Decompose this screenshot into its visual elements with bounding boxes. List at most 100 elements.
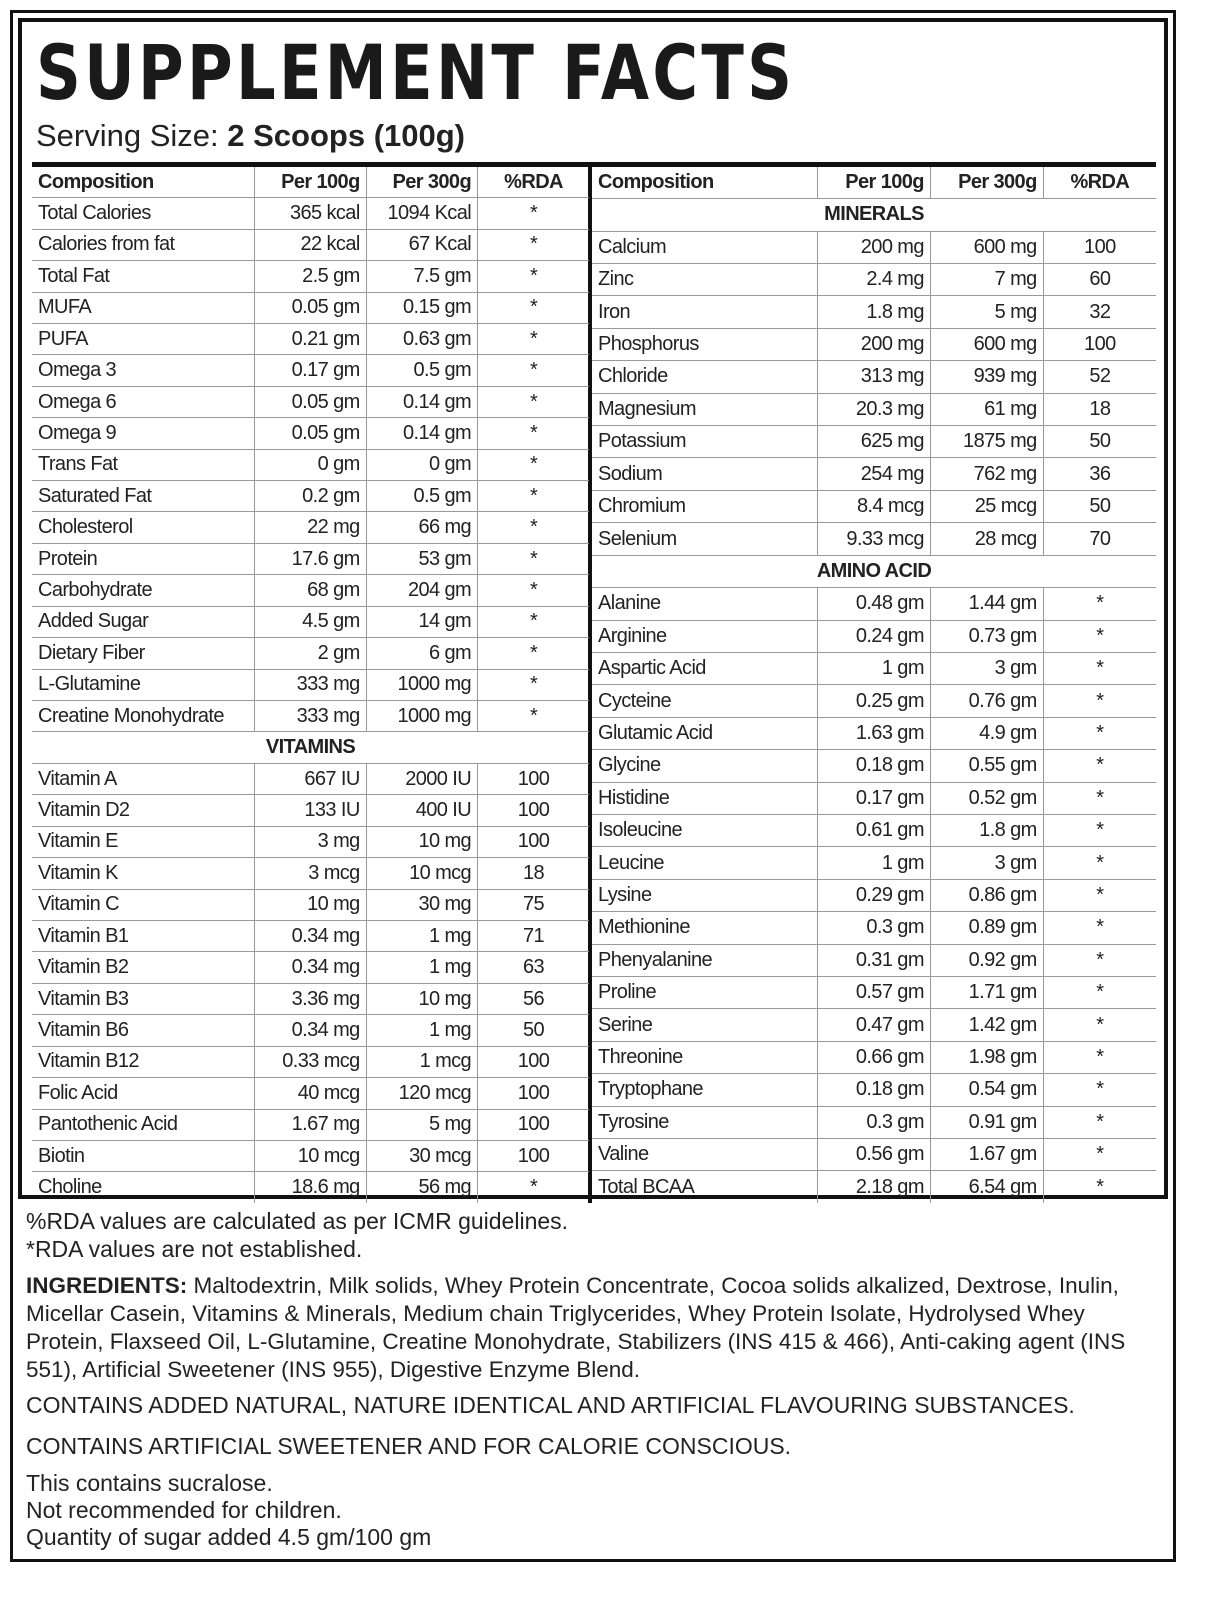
table-row: Lysine 0.29 gm 0.86 gm * [592, 879, 1156, 913]
per-300g: 0.54 gm [929, 1073, 1044, 1107]
rda: * [1042, 652, 1156, 686]
per-100g: 2.5 gm [254, 260, 367, 293]
sugar-note: Quantity of sugar added 4.5 gm/100 gm [26, 1524, 432, 1550]
table-row: Vitamin D2 133 IU 400 IU 100 [32, 794, 589, 827]
nutrient-name: Creatine Monohydrate [32, 700, 255, 733]
rda: * [1042, 1106, 1156, 1140]
per-100g: 0.21 gm [254, 323, 367, 356]
table-row: Trans Fat 0 gm 0 gm * [32, 449, 589, 482]
per-300g: 10 mcg [365, 857, 478, 890]
nutrient-name: Saturated Fat [32, 480, 255, 513]
per-300g: 25 mcg [929, 490, 1044, 524]
per-300g: 600 mg [929, 328, 1044, 362]
table-row: Phenyalanine 0.31 gm 0.92 gm * [592, 944, 1156, 977]
nutrient-name: Vitamin B3 [32, 983, 255, 1016]
rda: * [1042, 944, 1156, 977]
per-300g: 600 mg [929, 231, 1044, 265]
nutrient-name: Cholesterol [32, 511, 255, 544]
rda: * [1042, 1041, 1156, 1075]
rda: * [477, 700, 589, 733]
nutrient-name: Pantothenic Acid [32, 1109, 255, 1141]
rda: 50 [1042, 490, 1156, 524]
per-100g: 365 kcal [254, 197, 367, 230]
rda: * [1042, 587, 1156, 621]
table-row: Iron 1.8 mg 5 mg 32 [592, 295, 1156, 329]
rda: 70 [1042, 522, 1156, 556]
nutrient-name: Glycine [592, 749, 818, 783]
rda: * [477, 417, 589, 450]
nutrient-name: Added Sugar [32, 606, 255, 639]
nutrient-name: Vitamin B12 [32, 1046, 255, 1079]
nutrient-name: Tyrosine [592, 1106, 818, 1140]
per-300g: 0.73 gm [929, 620, 1044, 653]
table-row: Arginine 0.24 gm 0.73 gm * [592, 620, 1156, 653]
per-300g: 10 mg [365, 983, 478, 1016]
per-300g: 120 mcg [365, 1077, 478, 1110]
nutrient-name: Alanine [592, 587, 818, 621]
sweetener-note: CONTAINS ARTIFICIAL SWEETENER AND FOR CA… [26, 1433, 792, 1459]
nutrient-name: Vitamin D2 [32, 794, 255, 827]
table-row: Histidine 0.17 gm 0.52 gm * [592, 782, 1156, 815]
per-100g: 200 mg [817, 231, 931, 265]
per-300g: 30 mg [365, 889, 478, 921]
per-100g: 8.4 mcg [817, 490, 931, 524]
per-100g: 68 gm [254, 574, 367, 607]
rda: 100 [477, 826, 589, 859]
per-300g: 30 mcg [365, 1140, 478, 1173]
per-100g: 10 mg [254, 889, 367, 921]
nutrient-name: Zinc [592, 263, 818, 297]
per-300g: 67 Kcal [365, 229, 478, 262]
column-header: Composition [592, 167, 818, 200]
per-300g: 0.55 gm [929, 749, 1044, 783]
per-300g: 1.8 gm [929, 814, 1044, 848]
nutrient-name: Chloride [592, 360, 818, 394]
per-100g: 0.3 gm [817, 1106, 931, 1140]
table-row: Cycteine 0.25 gm 0.76 gm * [592, 684, 1156, 718]
per-300g: 400 IU [365, 794, 478, 827]
table-row: Cholesterol 22 mg 66 mg * [32, 511, 589, 544]
table-row: Creatine Monohydrate 333 mg 1000 mg * [32, 700, 589, 733]
per-100g: 17.6 gm [254, 543, 367, 576]
column-header: Composition [32, 167, 255, 199]
per-100g: 133 IU [254, 794, 367, 827]
per-100g: 0.05 gm [254, 292, 367, 324]
table-row: Biotin 10 mcg 30 mcg 100 [32, 1140, 589, 1173]
per-300g: 1 mcg [365, 1046, 478, 1079]
table-row: Vitamin C 10 mg 30 mg 75 [32, 889, 589, 921]
column-header: Per 300g [365, 167, 478, 199]
table-row: Sodium 254 mg 762 mg 36 [592, 457, 1156, 491]
nutrient-name: Aspartic Acid [592, 652, 818, 686]
per-300g: 4.9 gm [929, 717, 1044, 751]
table-row: Phosphorus 200 mg 600 mg 100 [592, 328, 1156, 362]
sucralose-note: This contains sucralose. [26, 1470, 273, 1496]
per-300g: 6 gm [365, 637, 478, 670]
rda: * [477, 480, 589, 513]
column-header: Per 100g [254, 167, 367, 199]
per-100g: 667 IU [254, 763, 367, 796]
per-300g: 14 gm [365, 606, 478, 639]
per-100g: 0.18 gm [817, 1073, 931, 1107]
rda: 100 [477, 794, 589, 827]
nutrient-name: Methionine [592, 911, 818, 945]
rda: * [1042, 879, 1156, 913]
nutrient-name: Calcium [592, 231, 818, 265]
serving-size: Serving Size: 2 Scoops (100g) [36, 118, 465, 154]
table-row: Total Fat 2.5 gm 7.5 gm * [32, 260, 589, 293]
per-100g: 0 gm [254, 449, 367, 482]
per-100g: 0.18 gm [817, 749, 931, 783]
nutrient-name: Trans Fat [32, 449, 255, 482]
table-row: Vitamin B1 0.34 mg 1 mg 71 [32, 920, 589, 953]
per-300g: 66 mg [365, 511, 478, 544]
nutrient-name: Choline [38, 1176, 102, 1199]
nutrient-name: Total BCAA [598, 1175, 695, 1198]
per-100g: 18.6 mg [254, 1171, 367, 1203]
nutrient-name: Magnesium [592, 393, 818, 427]
table-row: Carbohydrate 68 gm 204 gm * [32, 574, 589, 607]
per-300g: 0.89 gm [929, 911, 1044, 945]
nutrient-name: Total Calories [32, 197, 255, 230]
per-300g: 1094 Kcal [365, 197, 478, 230]
per-300g: 0.91 gm [929, 1106, 1044, 1140]
table-row: Vitamin B3 3.36 mg 10 mg 56 [32, 983, 589, 1016]
rda: 56 [477, 983, 589, 1016]
nutrient-name: Leucine [592, 846, 818, 880]
